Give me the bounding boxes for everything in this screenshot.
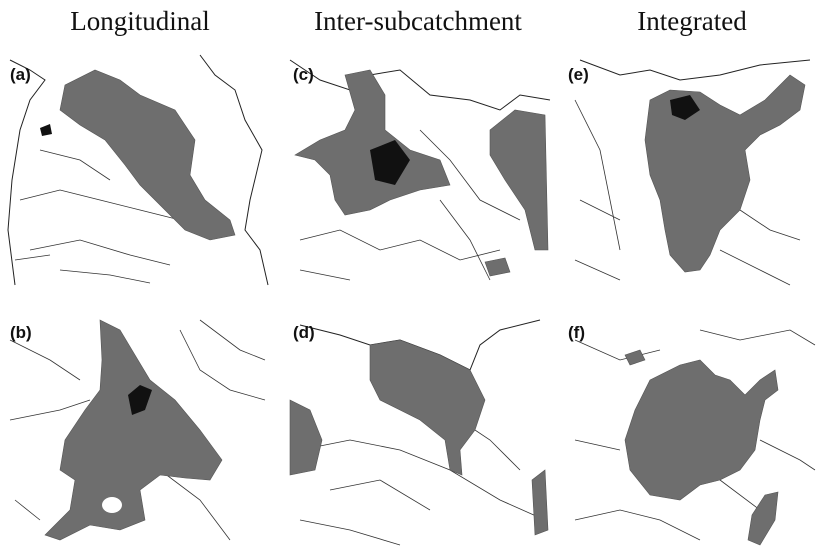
panel-label: (d): [293, 323, 315, 342]
panel-label: (f): [568, 323, 585, 342]
map-panel: (c): [290, 60, 550, 280]
map-panel: (d): [290, 320, 548, 545]
panel-label: (b): [10, 323, 32, 342]
column-title: Inter-subcatchment: [314, 6, 522, 36]
panel-label: (a): [10, 65, 31, 84]
column-title: Integrated: [637, 6, 747, 36]
map-panel: (e): [568, 60, 810, 285]
figure: Longitudinal Inter-subcatchment Integrat…: [0, 0, 819, 556]
map-panel: (a): [8, 55, 268, 285]
column-title: Longitudinal: [70, 6, 209, 36]
panel-label: (c): [293, 65, 314, 84]
map-panel: (b): [10, 320, 265, 540]
map-panel: (f): [568, 323, 815, 545]
panel-label: (e): [568, 65, 589, 84]
